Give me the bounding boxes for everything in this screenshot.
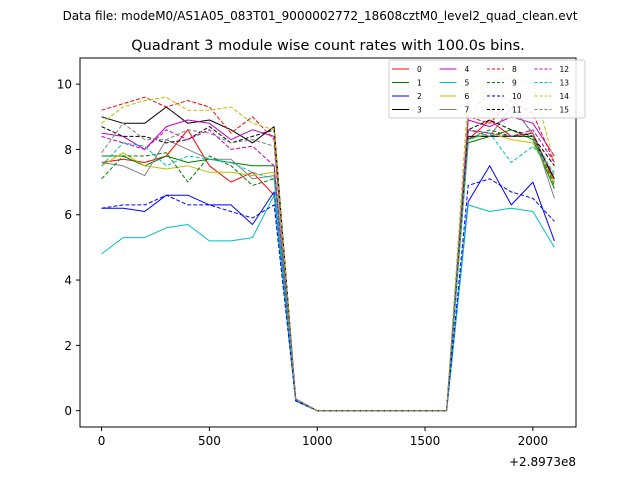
legend-label-10: 10 [512,92,522,101]
y-tick-label: 4 [64,274,72,288]
x-tick-label: 2000 [518,434,549,448]
chart-title: Quadrant 3 module wise count rates with … [131,38,525,54]
y-tick-label: 6 [64,208,72,222]
legend-label-1: 1 [417,79,422,88]
legend-label-9: 9 [512,79,517,88]
x-tick-label: 1000 [302,434,333,448]
y-tick-label: 8 [64,143,72,157]
legend-label-5: 5 [465,79,470,88]
legend-label-12: 12 [560,65,570,74]
x-tick-label: 0 [98,434,106,448]
x-tick-label: 500 [198,434,221,448]
y-tick-label: 2 [64,339,72,353]
legend-label-3: 3 [417,106,422,115]
legend-label-2: 2 [417,92,422,101]
legend-label-15: 15 [560,106,570,115]
legend-frame [388,59,586,119]
legend-label-14: 14 [560,92,570,101]
legend-label-6: 6 [465,92,470,101]
legend-label-7: 7 [465,106,470,115]
legend-label-11: 11 [512,106,522,115]
legend-label-13: 13 [560,79,570,88]
y-tick-label: 10 [57,78,72,92]
legend-label-4: 4 [465,65,470,74]
data-file-suptitle: Data file: modeM0/AS1A05_083T01_90000027… [63,9,578,23]
x-axis-offset-label: +2.8973e8 [509,455,576,469]
legend-label-0: 0 [417,65,422,74]
x-tick-label: 1500 [410,434,441,448]
y-tick-label: 0 [64,404,72,418]
tick-layer: 0 500 1000 1500 2000 0 2 4 6 8 10 [57,78,548,448]
plot-area-frame [79,57,577,428]
series-layer [101,77,555,412]
legend-label-8: 8 [512,65,517,74]
